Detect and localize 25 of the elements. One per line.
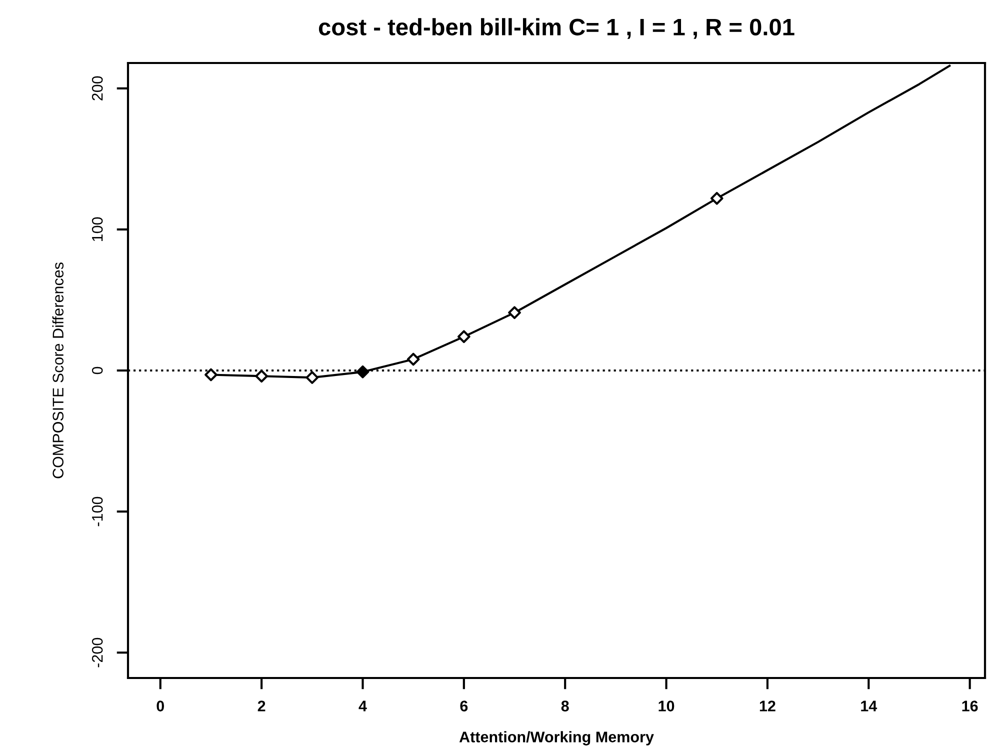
x-tick-label: 12: [760, 700, 776, 712]
x-tick-label: 8: [561, 700, 569, 712]
x-tick-label: 10: [658, 700, 674, 712]
x-tick-label: 14: [861, 700, 878, 712]
y-tick-label: -200: [92, 638, 103, 668]
x-tick-label: 4: [358, 700, 367, 712]
y-axis-title: COMPOSITE Score Differences: [52, 262, 64, 478]
point: [255, 370, 268, 383]
x-tick-label: 0: [156, 700, 164, 712]
point: [306, 371, 319, 384]
point: [457, 330, 470, 344]
y-tick-label: -100: [92, 496, 103, 526]
x-axis-title: Attention/Working Memory: [459, 731, 654, 746]
y-tick-label: 0: [92, 366, 103, 374]
point: [356, 365, 370, 378]
x-tick-label: 2: [258, 700, 266, 712]
point: [508, 306, 521, 320]
point: [406, 352, 420, 366]
point: [710, 192, 724, 205]
x-tick-label: 6: [460, 700, 468, 712]
y-tick-label: 200: [92, 76, 103, 100]
chart-title: cost - ted-ben bill-kim C= 1 , I = 1 , R = 0.01: [318, 18, 794, 39]
point: [204, 368, 218, 382]
y-tick-label: 100: [92, 217, 103, 242]
x-tick-label: 16: [962, 700, 978, 712]
